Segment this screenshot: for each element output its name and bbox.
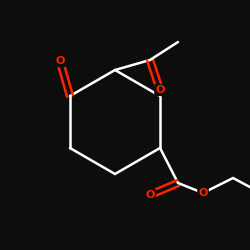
Text: O: O xyxy=(145,190,155,200)
Text: O: O xyxy=(55,56,65,66)
Text: O: O xyxy=(155,85,165,95)
Text: O: O xyxy=(198,188,208,198)
